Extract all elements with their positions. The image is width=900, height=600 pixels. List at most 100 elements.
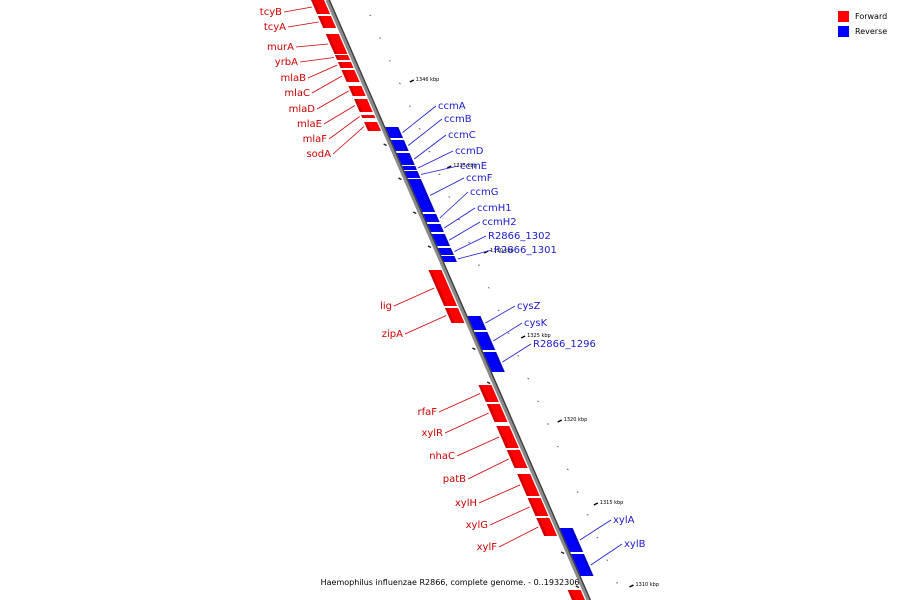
minor-tick <box>428 150 431 153</box>
gene-mlaB-leader <box>307 64 338 79</box>
minor-tick <box>547 423 550 425</box>
gene-ccmH1 <box>427 224 444 232</box>
minor-tick <box>369 14 372 17</box>
gene-mlaF-label: mlaF <box>303 134 328 145</box>
minor-tick-left <box>575 585 580 589</box>
gene-ccmH1-leader <box>443 207 476 229</box>
gene-R2866_1296-shade <box>493 352 505 372</box>
minor-tick <box>389 59 392 62</box>
gene-patB-shade <box>506 450 518 468</box>
gene-ccmH2-shade <box>441 234 451 246</box>
map-caption: Haemophilus influenzae R2866, complete g… <box>320 578 580 587</box>
gene-ccmE-shade <box>414 171 421 178</box>
gene-labels: tcyB tcyA murA yrbA mlaB mlaC mlaD mlaE mlaF sodA… <box>260 6 646 566</box>
gene-sodA-shade <box>364 122 371 131</box>
gene-ccmH2-leader <box>449 221 481 241</box>
gene-ccmA-shade <box>395 127 404 138</box>
gene-R2866_1301-label: R2866_1301 <box>494 245 557 256</box>
gene-ccmC-leader <box>413 134 447 160</box>
gene-ccmG-label: ccmG <box>470 187 499 198</box>
legend: Forward Reverse <box>838 9 887 39</box>
gene-tcyA <box>317 16 337 28</box>
gene-lig-label: lig <box>380 301 392 312</box>
gene-cysK-label: cysK <box>524 318 548 329</box>
gene-ccmD-shade <box>412 166 417 170</box>
minor-tick <box>468 241 471 244</box>
gene-ccmG <box>423 214 440 222</box>
gene-tcyB-label: tcyB <box>260 7 282 18</box>
minor-tick <box>458 218 461 221</box>
major-tick <box>593 502 599 506</box>
gene-xylR-leader <box>444 412 489 434</box>
gene-cysZ-label: cysZ <box>517 301 541 312</box>
gene-ccmE-label: ccmE <box>460 161 487 172</box>
gene-xylF-label: xylF <box>477 542 498 553</box>
gene-nhaC-label: nhaC <box>429 451 455 462</box>
gene-xylF-leader <box>498 526 539 548</box>
gene-mlaB <box>337 62 354 68</box>
gene-ccmH2 <box>431 234 451 246</box>
gene-yrbA-leader <box>299 57 335 63</box>
gene-yrbA-shade <box>334 55 341 60</box>
gene-ccmD <box>402 166 417 170</box>
gene-xylG-leader <box>489 506 530 526</box>
gene-patB-label: patB <box>443 474 466 485</box>
gene-nhaC <box>496 426 519 448</box>
tick-label: 1346 kbp <box>416 77 440 83</box>
gene-ccmD-label: ccmD <box>455 146 484 157</box>
gene-R2866_1302-leader <box>454 235 487 252</box>
genome-backbone <box>325 0 591 600</box>
gene-murA-shade <box>325 34 338 54</box>
gene-R2866_1296-label: R2866_1296 <box>533 339 596 350</box>
major-tick <box>629 584 634 588</box>
gene-lig-leader <box>393 287 435 307</box>
gene-R2866_1301-leader <box>457 249 493 260</box>
gene-yrbA <box>334 55 351 60</box>
gene-xylG <box>527 498 549 516</box>
backbone-shadow <box>328 0 591 600</box>
tick-label: 1335 kbp <box>453 163 477 169</box>
backbone-line <box>325 0 590 600</box>
major-tick <box>557 419 563 423</box>
gene-R2866_1296 <box>483 352 505 372</box>
gene-xylR-label: xylR <box>421 428 443 439</box>
gene-arrows <box>311 0 594 600</box>
tick-label: 1330 kbp <box>490 248 514 254</box>
minor-tick-left <box>427 245 432 249</box>
gene-lig-shade <box>428 270 448 306</box>
gene-mlaE <box>354 99 373 112</box>
gene-tcyA-leader <box>287 21 319 28</box>
gene-ccmB-label: ccmB <box>444 114 472 125</box>
gene-mlaB-shade <box>337 62 344 68</box>
gene-zipA-label: zipA <box>382 329 403 340</box>
gene-ccmB <box>390 140 409 151</box>
legend-item-forward: Forward <box>838 9 887 24</box>
gene-sodA-leader <box>332 126 365 155</box>
gene-rfaF <box>478 385 499 402</box>
gene-ccmE <box>404 171 421 178</box>
gene-xylB-shade <box>580 554 594 576</box>
gene-ccmF-shade <box>417 179 436 212</box>
tick-label: 1315 kbp <box>600 500 624 506</box>
gene-xylB <box>570 554 594 576</box>
gene-mlaF-leader <box>328 116 360 140</box>
minor-tick <box>517 355 520 357</box>
major-tick <box>446 165 452 169</box>
legend-swatch-forward <box>838 11 849 22</box>
minor-tick <box>497 309 500 312</box>
gene-murA-label: murA <box>267 42 294 53</box>
gene-ccmG-shade <box>433 214 440 222</box>
gene-R2866_1302 <box>437 248 454 255</box>
gene-xylG-shade <box>527 498 539 516</box>
gene-zipA <box>444 308 465 323</box>
gene-xylH-leader <box>478 484 521 504</box>
gene-zipA-shade <box>444 308 455 323</box>
gene-xylH-label: xylH <box>455 498 477 509</box>
gene-mlaE-shade <box>354 99 363 112</box>
gene-mlaD-label: mlaD <box>289 104 316 115</box>
minor-tick <box>566 468 569 471</box>
gene-cysZ-shade <box>477 316 487 330</box>
minor-tick <box>487 286 490 289</box>
gene-rfaF-shade <box>478 385 489 402</box>
gene-R2866_1296-leader <box>502 343 532 363</box>
